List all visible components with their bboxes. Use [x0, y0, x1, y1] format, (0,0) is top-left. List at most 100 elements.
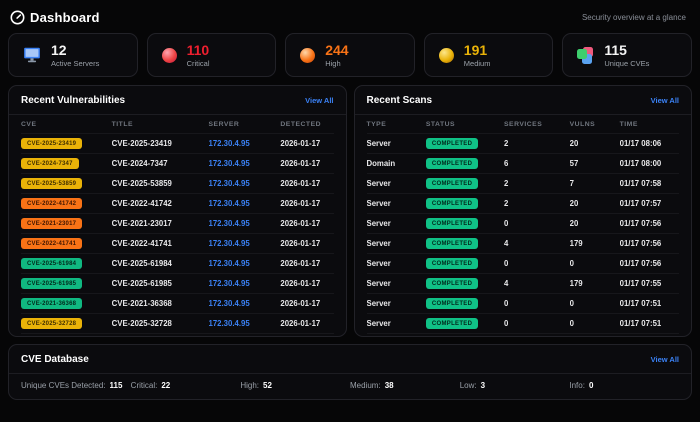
view-all-link[interactable]: View All — [650, 355, 679, 364]
table-row[interactable]: CVE-2025-23419 CVE-2025-23419 172.30.4.9… — [21, 134, 334, 154]
detected-date: 2026-01-17 — [280, 279, 321, 288]
stat-value: 22 — [161, 381, 171, 390]
cve-severity-badge: CVE-2025-32728 — [21, 318, 83, 330]
recent-scans-panel: Recent Scans View All TYPE STATUS SERVIC… — [353, 85, 692, 337]
stat-value: 0 — [588, 381, 594, 390]
stat-value: 244 — [325, 41, 349, 58]
table-row[interactable]: Server COMPLETED 0 20 01/17 07:56 — [366, 214, 679, 234]
table-row[interactable]: Server COMPLETED 4 179 01/17 07:56 — [366, 234, 679, 254]
vuln-title: CVE-2025-61984 — [111, 259, 172, 268]
cve-db-stat: High: 52 — [240, 381, 350, 390]
scan-time: 01/17 07:57 — [619, 199, 662, 208]
stat-label: Low: — [459, 381, 477, 390]
scan-time: 01/17 07:55 — [619, 279, 662, 288]
server-ip-link[interactable]: 172.30.4.95 — [208, 319, 250, 328]
cve-database-panel: CVE Database View All Unique CVEs Detect… — [8, 344, 692, 400]
table-row[interactable]: CVE-2022-41741 CVE-2022-41741 172.30.4.9… — [21, 234, 334, 254]
stat-label: Critical: — [130, 381, 158, 390]
detected-date: 2026-01-17 — [280, 299, 321, 308]
server-ip-link[interactable]: 172.30.4.95 — [208, 219, 250, 228]
table-row[interactable]: Server COMPLETED 4 179 01/17 07:55 — [366, 274, 679, 294]
scan-vulns: 7 — [569, 179, 574, 188]
yellow-circle-icon — [438, 47, 454, 63]
vuln-title: CVE-2021-36368 — [111, 299, 172, 308]
table-row[interactable]: Server COMPLETED 0 0 01/17 07:56 — [366, 254, 679, 274]
status-badge: COMPLETED — [425, 318, 479, 330]
panel-title: CVE Database — [21, 354, 89, 365]
stat-value: 115 — [109, 381, 123, 390]
scan-type: Server — [366, 179, 391, 188]
scan-type: Server — [366, 199, 391, 208]
scan-services: 0 — [504, 319, 509, 328]
cve-db-stat: Critical: 22 — [131, 381, 241, 390]
scan-vulns: 0 — [569, 319, 574, 328]
scans-table-body: Server COMPLETED 2 20 01/17 08:06 Domain… — [366, 134, 679, 334]
status-badge: COMPLETED — [425, 178, 479, 190]
table-row[interactable]: CVE-2021-36368 CVE-2021-36368 172.30.4.9… — [21, 294, 334, 314]
orange-circle-icon — [300, 47, 316, 63]
table-row[interactable]: CVE-2024-7347 CVE-2024-7347 172.30.4.95 … — [21, 154, 334, 174]
server-ip-link[interactable]: 172.30.4.95 — [208, 279, 250, 288]
stat-card-critical[interactable]: 110 Critical — [146, 33, 277, 77]
server-ip-link[interactable]: 172.30.4.95 — [208, 199, 250, 208]
server-ip-link[interactable]: 172.30.4.95 — [208, 179, 250, 188]
vuln-title: CVE-2025-23419 — [111, 139, 172, 148]
server-ip-link[interactable]: 172.30.4.95 — [208, 159, 250, 168]
scan-type: Server — [366, 279, 391, 288]
table-row[interactable]: Server COMPLETED 2 7 01/17 07:58 — [366, 174, 679, 194]
server-ip-link[interactable]: 172.30.4.95 — [208, 299, 250, 308]
table-row[interactable]: CVE-2025-61985 CVE-2025-61985 172.30.4.9… — [21, 274, 334, 294]
stat-card-active-servers[interactable]: 12 Active Servers — [8, 33, 138, 77]
cve-severity-badge: CVE-2025-53859 — [21, 178, 83, 190]
page-title: Dashboard — [30, 10, 100, 25]
scan-time: 01/17 07:56 — [619, 239, 662, 248]
server-ip-link[interactable]: 172.30.4.95 — [208, 139, 250, 148]
table-row[interactable]: Server COMPLETED 0 0 01/17 07:51 — [366, 294, 679, 314]
vuln-title: CVE-2022-41741 — [111, 239, 172, 248]
stats-row: 12 Active Servers 110 Critical 244 High … — [0, 31, 700, 85]
table-row[interactable]: Domain COMPLETED 6 57 01/17 08:00 — [366, 154, 679, 174]
scan-vulns: 20 — [569, 139, 579, 148]
server-ip-link[interactable]: 172.30.4.95 — [208, 259, 250, 268]
table-row[interactable]: CVE-2025-61984 CVE-2025-61984 172.30.4.9… — [21, 254, 334, 274]
table-row[interactable]: Server COMPLETED 2 20 01/17 07:57 — [366, 194, 679, 214]
table-row[interactable]: CVE-2021-23017 CVE-2021-23017 172.30.4.9… — [21, 214, 334, 234]
vuln-title: CVE-2025-53859 — [111, 179, 172, 188]
cve-db-stat: Info: 0 — [569, 381, 679, 390]
scan-time: 01/17 07:58 — [619, 179, 662, 188]
stat-value: 191 — [463, 41, 488, 58]
scan-time: 01/17 07:51 — [619, 319, 662, 328]
table-row[interactable]: CVE-2022-41742 CVE-2022-41742 172.30.4.9… — [21, 194, 334, 214]
stat-card-unique-cves[interactable]: 115 Unique CVEs — [562, 33, 692, 77]
stat-card-high[interactable]: 244 High — [285, 33, 415, 77]
cve-severity-badge: CVE-2021-23017 — [21, 218, 83, 230]
cve-severity-badge: CVE-2022-41741 — [21, 238, 83, 250]
scan-services: 0 — [504, 219, 509, 228]
status-badge: COMPLETED — [425, 298, 479, 310]
status-badge: COMPLETED — [425, 138, 479, 150]
server-ip-link[interactable]: 172.30.4.95 — [208, 239, 250, 248]
detected-date: 2026-01-17 — [280, 219, 321, 228]
scan-vulns: 179 — [569, 239, 583, 248]
cve-stack-icon — [577, 46, 594, 64]
scan-type: Server — [366, 139, 391, 148]
view-all-link[interactable]: View All — [650, 96, 679, 105]
table-row[interactable]: Server COMPLETED 0 0 01/17 07:51 — [366, 314, 679, 334]
table-row[interactable]: CVE-2025-53859 CVE-2025-53859 172.30.4.9… — [21, 174, 334, 194]
monitor-icon — [24, 47, 40, 63]
scan-vulns: 20 — [569, 199, 579, 208]
stat-card-medium[interactable]: 191 Medium — [423, 33, 554, 77]
column-header: VULNS — [569, 120, 596, 128]
view-all-link[interactable]: View All — [305, 96, 334, 105]
detected-date: 2026-01-17 — [280, 259, 321, 268]
scan-services: 2 — [504, 139, 509, 148]
column-header: DETECTED — [280, 120, 322, 128]
column-header: TIME — [619, 120, 638, 128]
page-subtitle: Security overview at a glance — [581, 13, 686, 22]
main-panels: Recent Vulnerabilities View All CVE TITL… — [0, 85, 700, 337]
scan-time: 01/17 07:56 — [619, 219, 662, 228]
cve-db-stat: Unique CVEs Detected: 115 — [21, 381, 131, 390]
stat-value: 115 — [604, 41, 627, 58]
table-row[interactable]: Server COMPLETED 2 20 01/17 08:06 — [366, 134, 679, 154]
table-row[interactable]: CVE-2025-32728 CVE-2025-32728 172.30.4.9… — [21, 314, 334, 334]
